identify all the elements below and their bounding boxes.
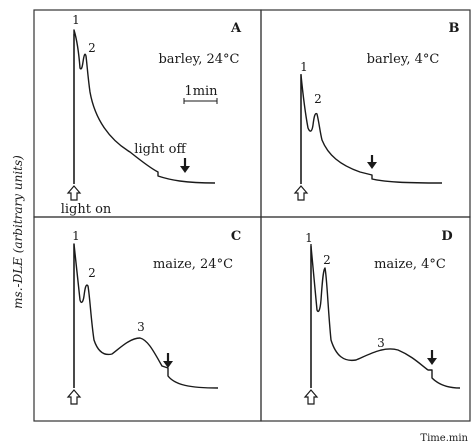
panel-b-light-off-arrow-icon [367,155,377,169]
panel-c-peak-2: 2 [88,266,96,280]
light-off-label: light off [134,142,187,157]
panel-d: D maize, 4°C 1 2 3 [303,229,461,405]
panel-c-frame [33,216,262,422]
panel-d-trace [310,245,461,389]
panel-a-condition: barley, 24°C [158,52,239,67]
panel-b-letter: B [449,21,460,36]
panel-d-condition: maize, 4°C [374,257,446,272]
panel-c-letter: C [231,229,241,244]
panel-a-frame [33,9,262,218]
light-off-arrow-icon [180,158,190,173]
light-on-label: light on [61,202,112,217]
panel-b-frame [260,9,471,218]
panel-b-condition: barley, 4°C [367,52,440,67]
panel-d-light-off-arrow-icon [427,350,437,365]
panel-d-light-on-arrow-icon [303,389,319,405]
panel-b-light-on-arrow-icon [293,185,309,201]
y-axis-label: ms.-DLE (arbitrary units) [11,155,25,309]
panel-b-peak-1: 1 [300,60,308,74]
x-axis-label: Time.min [420,433,468,444]
panel-b-peak-2: 2 [314,92,322,106]
scale-bar [183,98,218,104]
panel-c-light-on-arrow-icon [66,389,82,405]
panel-c-light-off-arrow-icon [163,353,173,368]
panel-a: A barley, 24°C 1 2 1min light off light … [61,13,242,217]
panel-c-condition: maize, 24°C [153,257,233,272]
panel-a-trace [73,29,216,184]
panel-a-peak-2: 2 [88,41,96,55]
panel-b: B barley, 4°C 1 2 [293,21,460,201]
panel-b-trace [300,74,443,184]
panel-a-peak-1: 1 [72,13,80,27]
panel-c: C maize, 24°C 1 2 3 [66,229,241,405]
panel-c-trace [73,243,219,389]
panel-c-peak-1: 1 [72,229,80,243]
panel-d-frame [260,216,471,422]
scale-bar-label: 1min [184,84,218,99]
light-on-arrow-icon [66,185,82,201]
panel-a-letter: A [230,21,242,36]
panel-d-peak-3: 3 [377,336,385,350]
panel-d-peak-1: 1 [305,231,313,245]
panel-d-letter: D [441,229,452,244]
panel-c-peak-3: 3 [137,320,145,334]
panel-d-peak-2: 2 [323,253,331,267]
